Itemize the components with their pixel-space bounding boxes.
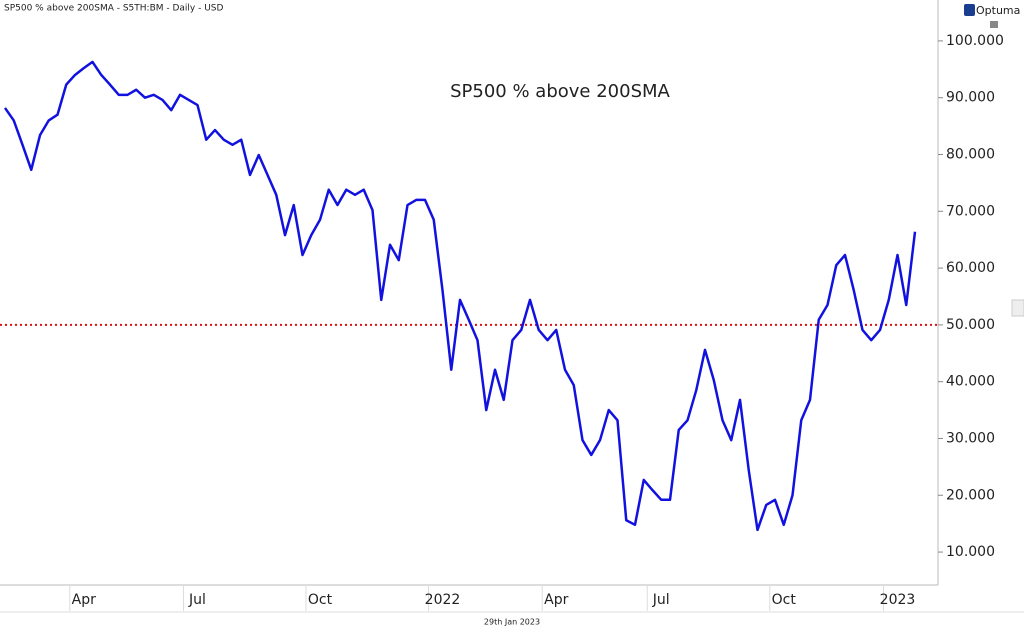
y-tick-label: 60.000 [946,260,995,276]
x-tick-label: 2022 [425,592,461,608]
lock-icon [990,21,998,28]
x-tick-label: 2023 [880,592,916,608]
y-tick-label: 70.000 [946,203,995,219]
y-tick-label: 80.000 [946,146,995,162]
x-tick-label: Apr [72,592,96,608]
x-tick-label: Oct [772,592,797,608]
y-tick-label: 100.000 [946,33,1004,49]
x-tick-label: Oct [308,592,333,608]
y-tick-label: 50.000 [946,317,995,333]
logo: Optuma [976,4,1020,17]
y-tick-label: 30.000 [946,430,995,446]
logo-icon [964,4,975,16]
header: SP500 % above 200SMA - S5TH:BM - Daily -… [4,4,224,14]
footer-date: 29th Jan 2023 [484,618,540,627]
y-tick-label: 10.000 [946,544,995,560]
chart-title: SP500 % above 200SMA [450,81,670,102]
x-tick-label: Apr [544,592,568,608]
side-handle[interactable] [1011,299,1024,317]
data-line [3,60,917,532]
x-tick-label: Jul [188,592,206,608]
x-tick-label: Jul [652,592,670,608]
y-tick-label: 20.000 [946,487,995,503]
y-tick-label: 40.000 [946,374,995,390]
y-tick-label: 90.000 [946,90,995,106]
